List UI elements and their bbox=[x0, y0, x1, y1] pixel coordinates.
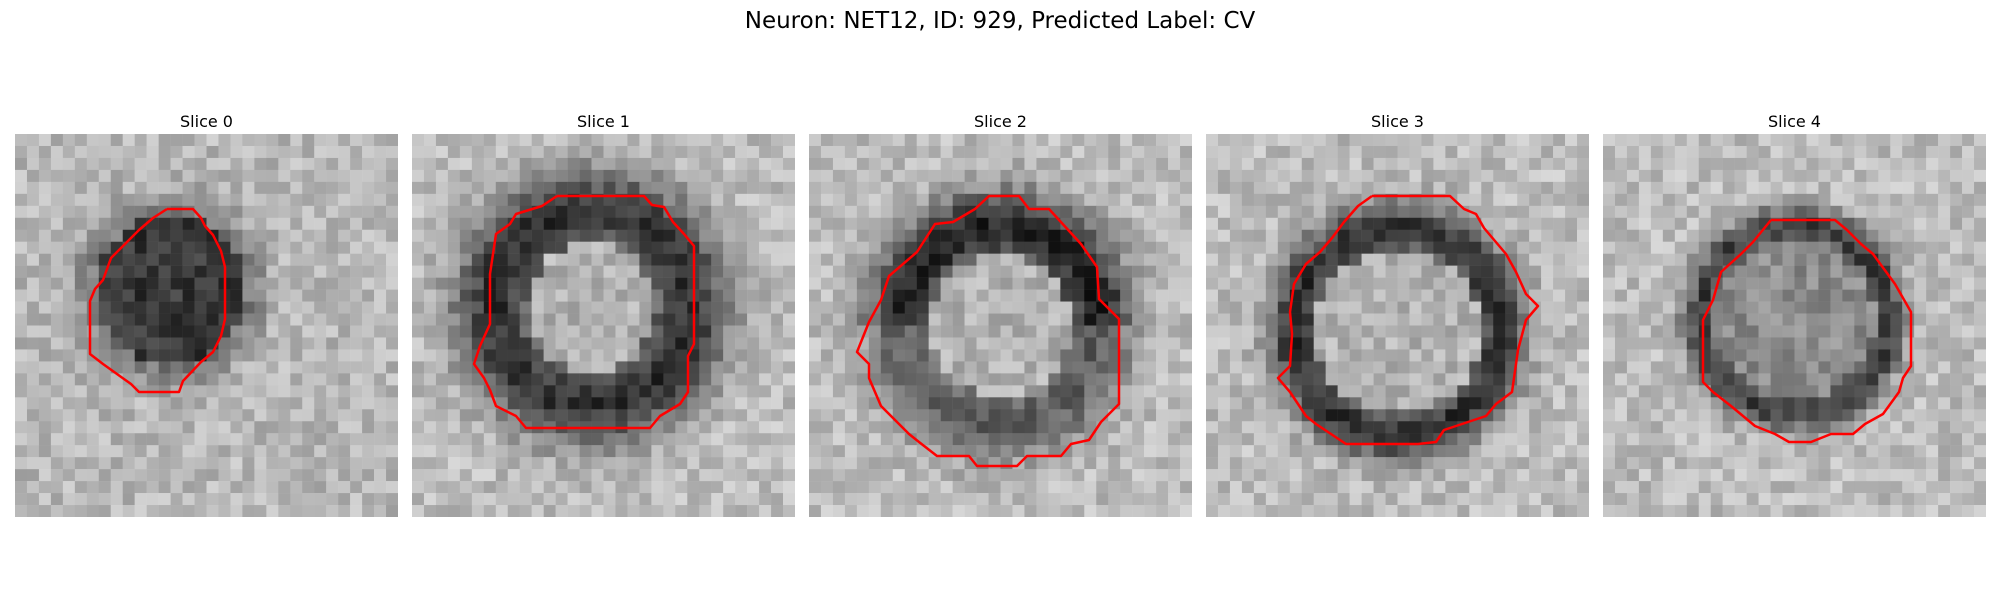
panel-slice-1: Slice 1 bbox=[412, 110, 795, 517]
panel-slice-3: Slice 3 bbox=[1206, 110, 1589, 517]
slice-image bbox=[1206, 134, 1589, 517]
panel-title: Slice 0 bbox=[180, 112, 233, 131]
slice-image bbox=[412, 134, 795, 517]
pixel-grid bbox=[1206, 134, 1589, 517]
panel-slice-4: Slice 4 bbox=[1603, 110, 1986, 517]
panel-title: Slice 2 bbox=[974, 112, 1027, 131]
contour-overlay bbox=[88, 207, 227, 394]
panel-slice-2: Slice 2 bbox=[809, 110, 1192, 517]
slice-image bbox=[15, 134, 398, 517]
figure-title: Neuron: NET12, ID: 929, Predicted Label:… bbox=[744, 8, 1256, 34]
contour-overlay bbox=[1276, 194, 1540, 446]
panel-title: Slice 4 bbox=[1768, 112, 1821, 131]
slice-image bbox=[1603, 134, 1986, 517]
panel-title: Slice 3 bbox=[1371, 112, 1424, 131]
slice-image bbox=[809, 134, 1192, 517]
contour-overlay bbox=[472, 194, 696, 430]
panel-title: Slice 1 bbox=[577, 112, 630, 131]
contour-overlay bbox=[855, 194, 1121, 468]
contour-overlay bbox=[1701, 218, 1913, 444]
pixel-grid bbox=[809, 134, 1192, 517]
pixel-grid bbox=[15, 134, 398, 517]
pixel-grid bbox=[412, 134, 795, 517]
panel-slice-0: Slice 0 bbox=[15, 110, 398, 517]
